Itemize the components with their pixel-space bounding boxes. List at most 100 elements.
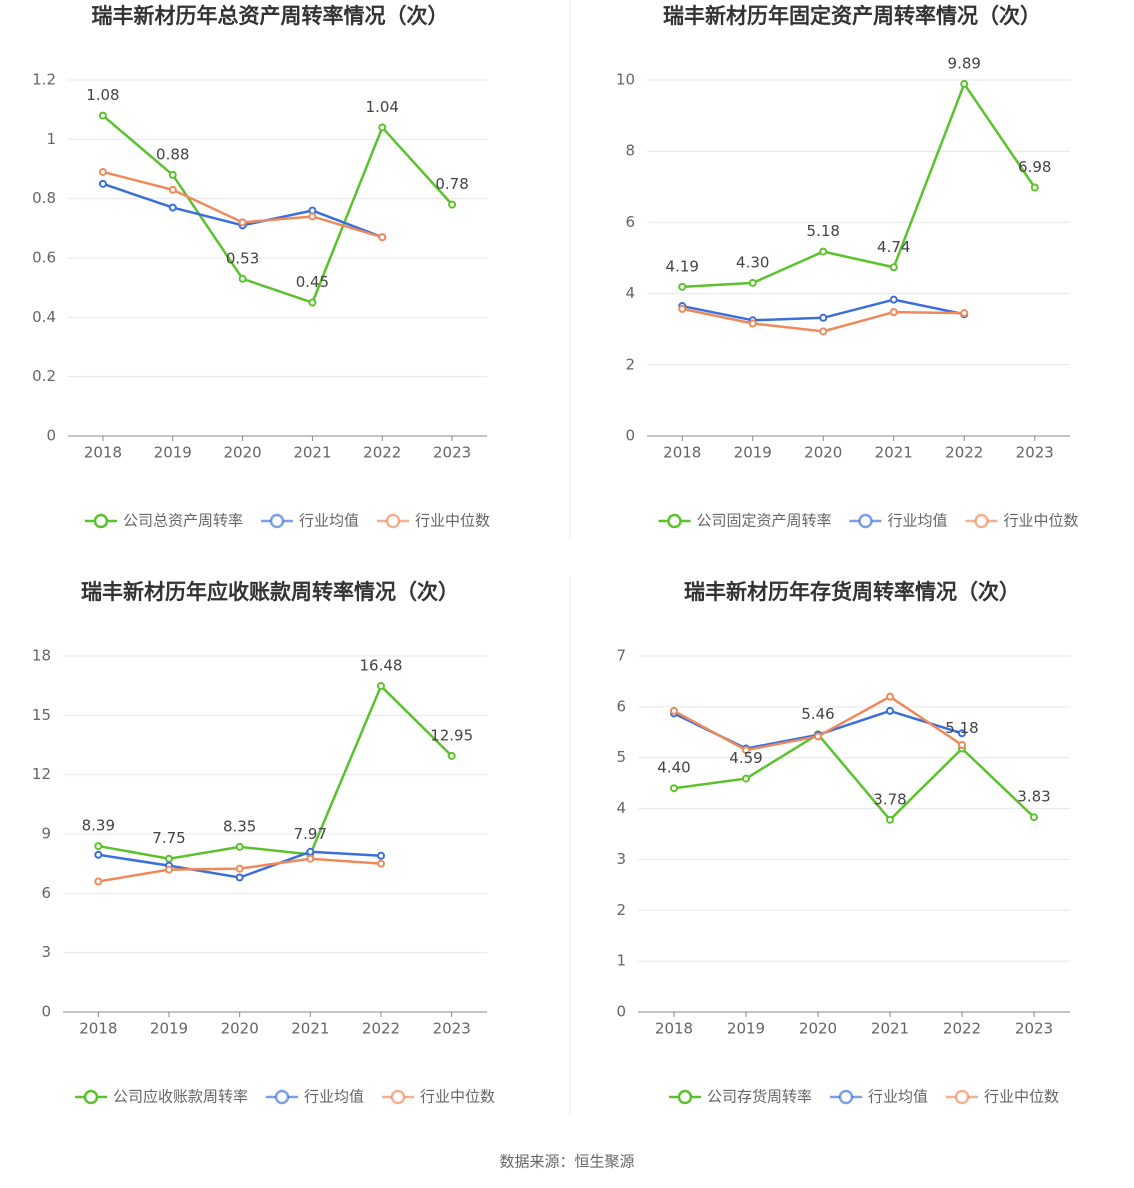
point [670,706,678,715]
data-label: 0.53 [226,249,259,267]
x-tick-label: 2021 [871,1020,909,1038]
point [748,319,757,328]
data-label: 5.18 [807,222,840,240]
point [238,274,247,283]
y-tick-label: 12 [32,765,51,783]
point [165,865,173,874]
x-tick-label: 2019 [150,1020,188,1038]
point [819,313,828,322]
x-tick-label: 2018 [663,444,701,462]
y-tick-label: 3 [41,943,51,961]
legend-label: 行业均值 [299,512,359,530]
point [377,859,385,868]
y-tick-label: 9 [41,825,51,843]
point [819,327,828,336]
legend-marker [385,513,401,529]
point [168,170,177,179]
y-tick-label: 6 [41,884,51,902]
point [886,692,894,701]
point [1030,813,1038,822]
point [958,741,966,749]
x-tick-label: 2018 [655,1020,693,1038]
series-line [98,683,453,860]
x-tick-label: 2022 [945,444,983,462]
x-tick-label: 2022 [943,1020,981,1038]
data-label: 6.98 [1018,158,1051,176]
legend-marker [390,1089,406,1105]
legend-marker [269,513,285,529]
data-label: 7.97 [294,825,327,843]
point [678,304,687,313]
data-label: 0.78 [435,175,468,193]
point [165,854,173,863]
x-tick-label: 2020 [221,1020,259,1038]
x-tick-label: 2023 [433,1020,471,1038]
x-tick-label: 2018 [79,1020,117,1038]
point [168,185,177,194]
legend-label: 公司固定资产周转率 [696,512,831,530]
point [889,263,898,272]
point [819,247,828,256]
legend-marker [274,1089,290,1105]
point [306,854,315,863]
point [814,732,822,741]
y-tick-label: 4 [625,284,635,302]
point [238,218,247,227]
data-label: 3.83 [1017,788,1050,806]
point [98,167,107,176]
point [98,111,107,120]
point [742,746,750,755]
data-label: 8.39 [82,817,115,835]
legend-label: 行业均值 [887,512,947,530]
legend-marker [667,513,682,529]
data-label: 8.35 [223,817,256,835]
point [742,774,750,783]
legend-marker [93,513,109,529]
point [889,295,898,304]
y-tick-label: 0 [41,1003,51,1021]
point [678,282,687,291]
y-tick-label: 10 [616,71,635,89]
series-line [682,81,1036,289]
x-tick-label: 2020 [223,444,261,462]
data-label: 0.88 [156,145,189,163]
y-tick-label: 18 [32,647,51,665]
point [235,864,244,873]
legend-label: 公司存货周转率 [707,1088,812,1106]
point [98,179,107,188]
legend-label: 行业均值 [304,1088,364,1106]
legend: 公司固定资产周转率 行业均值 行业中位数 [658,512,1079,530]
x-tick-label: 2023 [1016,444,1054,462]
point [235,873,244,882]
series-line [673,732,1035,822]
x-tick-label: 2022 [362,1020,400,1038]
chart-title: 瑞丰新材历年存货周转率情况（次） [684,580,1020,604]
data-label: 4.19 [666,257,699,275]
legend-label: 行业中位数 [415,512,490,530]
point [94,842,103,851]
x-tick-label: 2019 [734,444,772,462]
data-label: 16.48 [360,657,403,675]
point [168,203,177,212]
x-tick-label: 2019 [727,1020,765,1038]
point [748,278,757,287]
point [1030,183,1039,192]
y-tick-label: 2 [616,901,626,919]
legend-marker [974,513,989,529]
y-tick-label: 0.4 [32,308,56,326]
legend-label: 公司总资产周转率 [123,512,243,530]
data-label: 7.75 [152,829,185,847]
y-tick-label: 6 [616,697,626,715]
x-tick-label: 2021 [293,444,331,462]
legend-label: 行业中位数 [984,1088,1059,1106]
legend-label: 公司应收账款周转率 [113,1088,248,1106]
data-label: 4.30 [736,253,769,271]
point [235,842,244,851]
point [378,123,387,132]
x-tick-label: 2022 [363,444,401,462]
point [377,851,385,860]
point [960,79,969,88]
y-tick-label: 0 [625,427,635,445]
point [308,298,317,307]
